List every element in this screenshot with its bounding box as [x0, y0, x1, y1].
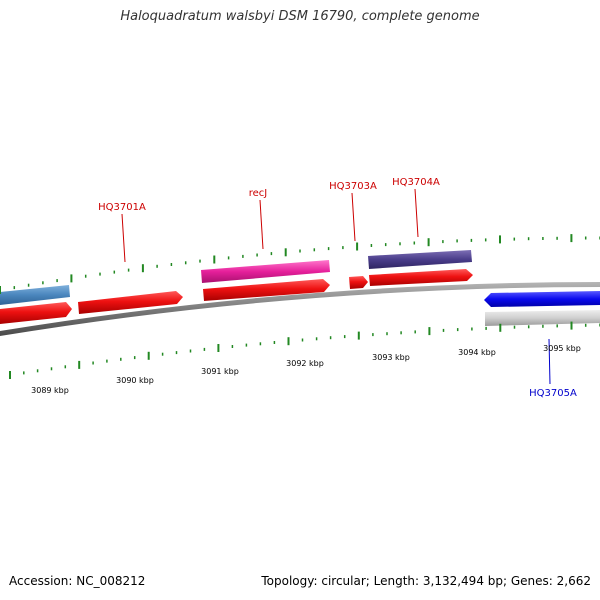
scale-label-3092: 3092 kbp: [286, 359, 324, 368]
gene-arrow-forward-4[interactable]: [369, 269, 473, 286]
gene-label-hq3701a[interactable]: HQ3701A: [98, 202, 146, 213]
gene-arrow-forward-recj[interactable]: [203, 279, 330, 301]
gene-label-hq3703a[interactable]: HQ3703A: [329, 181, 377, 192]
gene-feature-recj-pink[interactable]: [201, 260, 330, 283]
scale-label-3095: 3095 kbp: [543, 344, 581, 353]
scale-label-3094: 3094 kbp: [458, 348, 496, 357]
gene-feature-steelblue[interactable]: [0, 285, 70, 305]
gene-label-recj[interactable]: recJ: [249, 188, 268, 199]
gene-arrow-forward-1[interactable]: [0, 302, 72, 324]
gene-arrow-forward-hq3701a[interactable]: [78, 291, 183, 314]
leader-line-hq3701a: [121, 213, 126, 263]
scale-label-3090: 3090 kbp: [116, 376, 154, 385]
scale-ticks-inner: [9, 321, 600, 379]
gene-feature-hq3704a-purple[interactable]: [368, 250, 472, 269]
feature-track-outer: [0, 250, 472, 305]
scale-label-3089: 3089 kbp: [31, 386, 69, 395]
leader-line-hq3704a: [414, 188, 419, 238]
gene-label-hq3704a[interactable]: HQ3704A: [392, 177, 440, 188]
genome-summary-text: Topology: circular; Length: 3,132,494 bp…: [261, 574, 591, 588]
map-title: Haloquadratum walsbyi DSM 16790, complet…: [120, 9, 480, 24]
gene-arrow-forward-hq3703a[interactable]: [349, 276, 368, 289]
leader-line-hq3705a: [548, 338, 551, 385]
gene-arrow-reverse-hq3705a[interactable]: [484, 291, 600, 307]
scale-label-3091: 3091 kbp: [201, 367, 239, 376]
accession-text: Accession: NC_008212: [9, 574, 146, 588]
scale-ticks-outer: [0, 234, 600, 294]
forward-strand-track: [0, 269, 473, 324]
genome-backbone: [0, 282, 600, 336]
scale-label-3093: 3093 kbp: [372, 353, 410, 362]
leader-line-recj: [259, 199, 264, 250]
gene-feature-reverse-gray[interactable]: [485, 310, 600, 326]
reverse-strand-track: [484, 291, 600, 326]
gene-label-hq3705a[interactable]: HQ3705A: [529, 388, 577, 399]
leader-line-hq3703a: [351, 192, 356, 242]
